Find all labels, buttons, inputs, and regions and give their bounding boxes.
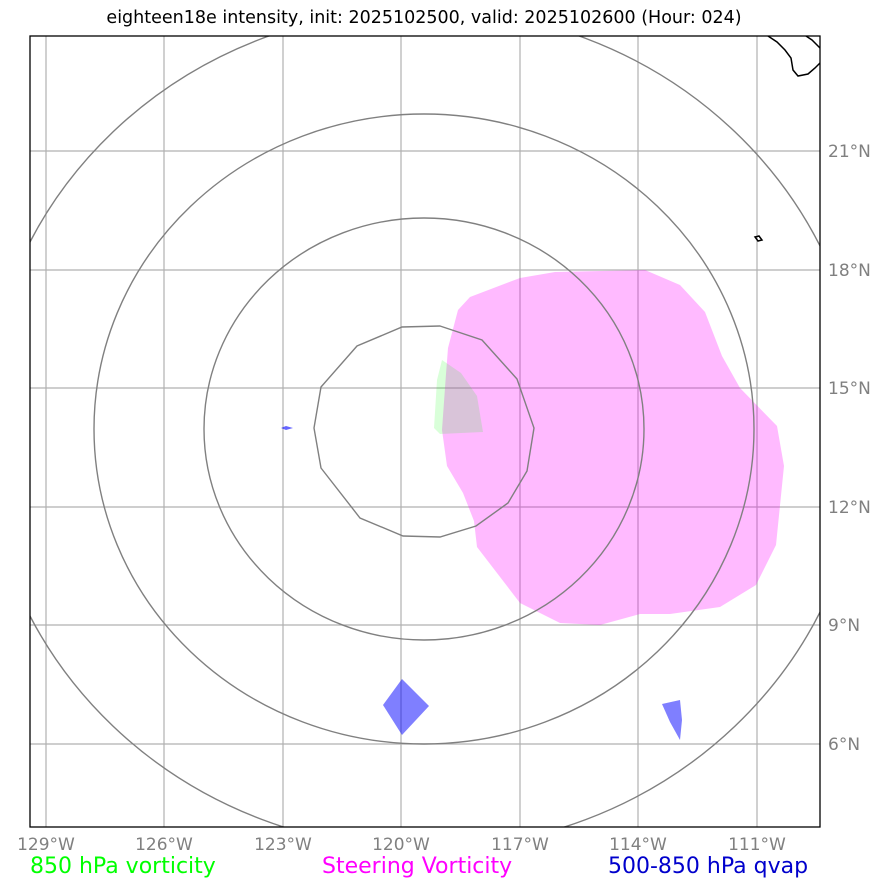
lon-tick-label: 114°W	[609, 835, 667, 855]
coastline-island	[753, 235, 764, 242]
steering-vorticity-area	[442, 270, 784, 625]
coastline-baja	[767, 36, 820, 77]
qvap-blob-west	[281, 426, 293, 430]
qvap-blob-southeast	[662, 700, 682, 740]
lat-tick-label: 18°N	[828, 261, 871, 281]
legend-850-vorticity: 850 hPa vorticity	[30, 854, 216, 879]
lat-tick-label: 9°N	[828, 616, 860, 636]
lon-tick-label: 117°W	[491, 835, 549, 855]
qvap-blob-south	[383, 679, 429, 735]
range-ring-3	[93, 113, 755, 745]
lon-tick-label: 120°W	[372, 835, 430, 855]
map-title: eighteen18e intensity, init: 2025102500,…	[106, 8, 742, 28]
lat-tick-labels: 21°N 18°N 15°N 12°N 9°N 6°N	[828, 142, 871, 755]
lon-tick-label: 129°W	[17, 835, 75, 855]
range-rings	[30, 36, 820, 827]
legend-qvap: 500-850 hPa qvap	[608, 854, 809, 879]
range-ring-1	[313, 325, 535, 538]
map-frame	[29, 35, 821, 828]
lat-tick-label: 6°N	[828, 735, 860, 755]
lon-tick-label: 123°W	[254, 835, 312, 855]
lon-tick-labels: 129°W 126°W 123°W 120°W 117°W 114°W 111°…	[17, 835, 786, 855]
lon-tick-label: 126°W	[135, 835, 193, 855]
lon-tick-label: 111°W	[728, 835, 786, 855]
lat-tick-label: 12°N	[828, 498, 871, 518]
lat-tick-label: 21°N	[828, 142, 871, 162]
lat-tick-label: 15°N	[828, 379, 871, 399]
legend-steering-vorticity: Steering Vorticity	[322, 854, 513, 879]
vorticity-850-area	[434, 360, 483, 434]
range-ring-2	[203, 217, 645, 641]
